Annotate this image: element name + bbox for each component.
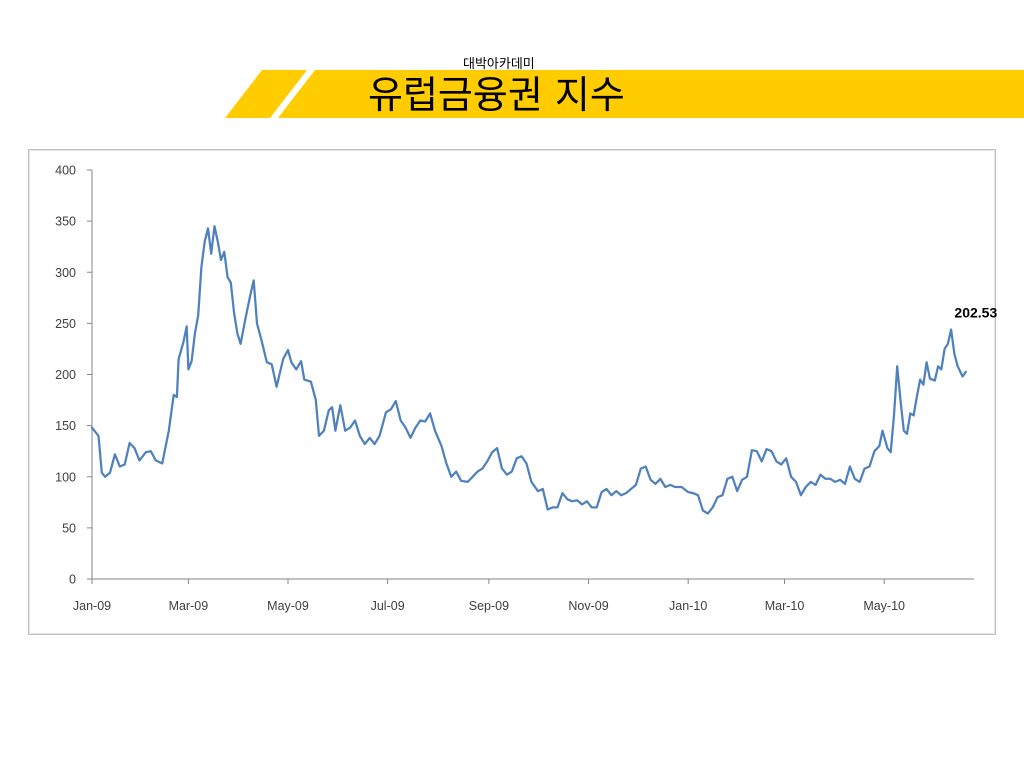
- y-tick-label: 400: [55, 164, 76, 178]
- y-tick-label: 100: [55, 470, 76, 484]
- y-tick-label: 0: [69, 573, 76, 587]
- banner-left-stripe: [225, 70, 307, 118]
- y-tick-label: 50: [62, 521, 76, 535]
- y-tick-label: 300: [55, 266, 76, 280]
- brand-label: 대박아카데미: [463, 57, 535, 72]
- title-banner: [0, 0, 1024, 130]
- x-tick-label: May-09: [267, 599, 309, 613]
- x-tick-label: Nov-09: [568, 599, 608, 613]
- y-tick-label: 150: [55, 419, 76, 433]
- x-tick-label: May-10: [863, 599, 905, 613]
- y-tick-label: 200: [55, 368, 76, 382]
- banner-graphic: [225, 70, 1024, 118]
- y-tick-label: 350: [55, 215, 76, 229]
- x-tick-label: Mar-09: [169, 599, 209, 613]
- x-tick-label: Sep-09: [469, 599, 509, 613]
- x-tick-label: Jan-10: [669, 599, 707, 613]
- x-tick-label: Jul-09: [371, 599, 405, 613]
- x-tick-label: Jan-09: [73, 599, 111, 613]
- x-tick-label: Mar-10: [765, 599, 805, 613]
- series-line: [90, 225, 967, 515]
- data-label-last-value: 202.53: [954, 304, 997, 320]
- y-tick-label: 250: [55, 317, 76, 331]
- banner-main-bar: [278, 70, 1024, 118]
- chart-area: [28, 149, 996, 635]
- page-title: 유럽금융권 지수: [368, 73, 625, 117]
